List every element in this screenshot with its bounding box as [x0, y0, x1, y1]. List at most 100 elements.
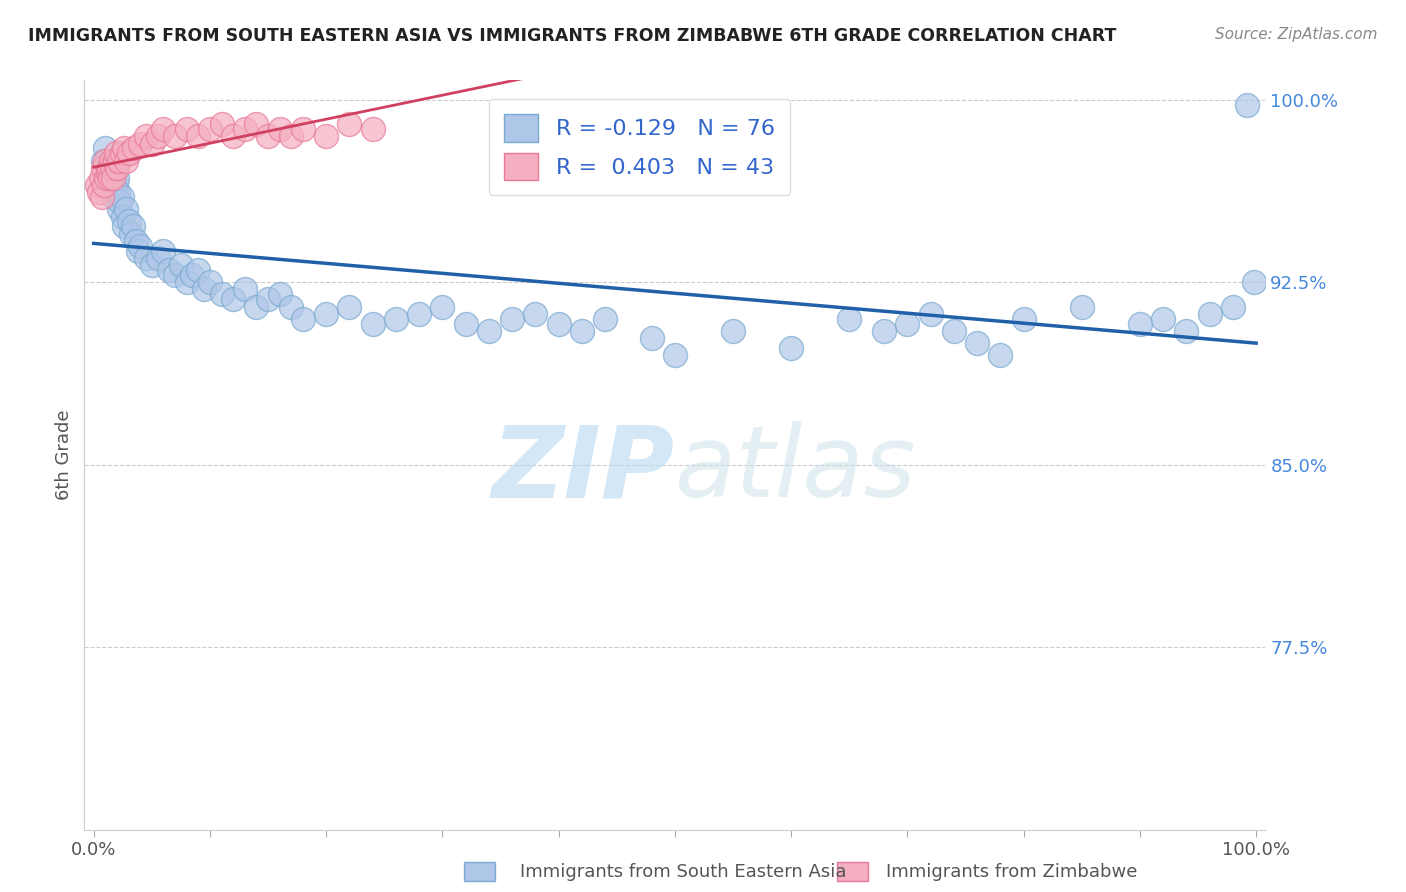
Point [361, 317, 384, 331]
Point [385, 311, 408, 326]
Point [640, 331, 662, 345]
Text: Source: ZipAtlas.com: Source: ZipAtlas.com [1215, 27, 1378, 42]
Point [170, 258, 193, 272]
Point [91, 153, 114, 168]
Point [245, 117, 267, 131]
Point [105, 170, 128, 185]
Point [524, 307, 547, 321]
Point [187, 263, 209, 277]
Point [211, 117, 233, 131]
Point [454, 317, 477, 331]
Point [291, 122, 314, 136]
Point [120, 227, 142, 241]
Y-axis label: 6th Grade: 6th Grade [55, 409, 73, 500]
Point [98, 170, 121, 185]
Point [721, 324, 744, 338]
Point [269, 122, 291, 136]
Point [115, 202, 138, 217]
Point [101, 161, 124, 175]
Point [94, 153, 117, 168]
Point [110, 194, 132, 209]
Text: atlas: atlas [675, 421, 917, 518]
Point [1070, 300, 1092, 314]
Point [93, 178, 115, 192]
Point [98, 178, 121, 192]
Point [198, 122, 221, 136]
Point [245, 300, 267, 314]
Point [920, 307, 942, 321]
Point [571, 324, 593, 338]
Point [104, 176, 127, 190]
Point [105, 161, 128, 175]
Point [988, 348, 1011, 362]
Point [501, 311, 523, 326]
Point [1129, 317, 1152, 331]
Point [942, 324, 965, 338]
Point [117, 146, 139, 161]
Point [103, 153, 125, 168]
Point [122, 219, 145, 234]
Point [408, 307, 430, 321]
Point [100, 153, 122, 168]
Point [187, 129, 209, 144]
Point [115, 153, 138, 168]
Point [339, 117, 361, 131]
Point [124, 141, 146, 155]
Point [163, 268, 186, 282]
Legend: R = -0.129   N = 76, R =  0.403   N = 43: R = -0.129 N = 76, R = 0.403 N = 43 [489, 99, 790, 195]
Point [257, 129, 280, 144]
Point [547, 317, 569, 331]
Point [146, 129, 169, 144]
Point [90, 170, 112, 185]
Point [1243, 275, 1265, 289]
Point [127, 244, 149, 258]
Point [1236, 97, 1258, 112]
Point [873, 324, 896, 338]
Point [1222, 300, 1244, 314]
Point [193, 283, 215, 297]
Point [1152, 311, 1174, 326]
Point [233, 283, 256, 297]
Point [593, 311, 616, 326]
Point [211, 287, 233, 301]
Point [91, 161, 114, 175]
Point [432, 300, 454, 314]
Point [315, 307, 337, 321]
Point [129, 136, 152, 151]
Point [112, 219, 135, 234]
Point [110, 190, 132, 204]
Point [222, 292, 245, 306]
Text: ZIP: ZIP [492, 421, 675, 518]
Point [1198, 307, 1220, 321]
Point [838, 311, 860, 326]
Point [280, 129, 302, 144]
Point [152, 244, 174, 258]
Point [361, 122, 384, 136]
Point [780, 341, 803, 355]
Point [124, 234, 146, 248]
Point [146, 251, 169, 265]
Point [89, 185, 111, 199]
Point [103, 170, 125, 185]
Point [135, 129, 157, 144]
Point [100, 170, 122, 185]
Point [97, 166, 120, 180]
Point [269, 287, 291, 301]
Point [181, 268, 204, 282]
Point [108, 153, 131, 168]
Point [257, 292, 280, 306]
Point [157, 263, 180, 277]
Point [96, 170, 118, 185]
Point [103, 183, 125, 197]
Point [315, 129, 337, 144]
Point [111, 210, 134, 224]
Point [97, 166, 120, 180]
Point [176, 122, 198, 136]
Point [966, 336, 988, 351]
Text: IMMIGRANTS FROM SOUTH EASTERN ASIA VS IMMIGRANTS FROM ZIMBABWE 6TH GRADE CORRELA: IMMIGRANTS FROM SOUTH EASTERN ASIA VS IM… [28, 27, 1116, 45]
Point [90, 190, 112, 204]
Point [94, 141, 117, 155]
Point [664, 348, 686, 362]
Point [1175, 324, 1198, 338]
Text: Immigrants from South Eastern Asia: Immigrants from South Eastern Asia [520, 863, 846, 881]
